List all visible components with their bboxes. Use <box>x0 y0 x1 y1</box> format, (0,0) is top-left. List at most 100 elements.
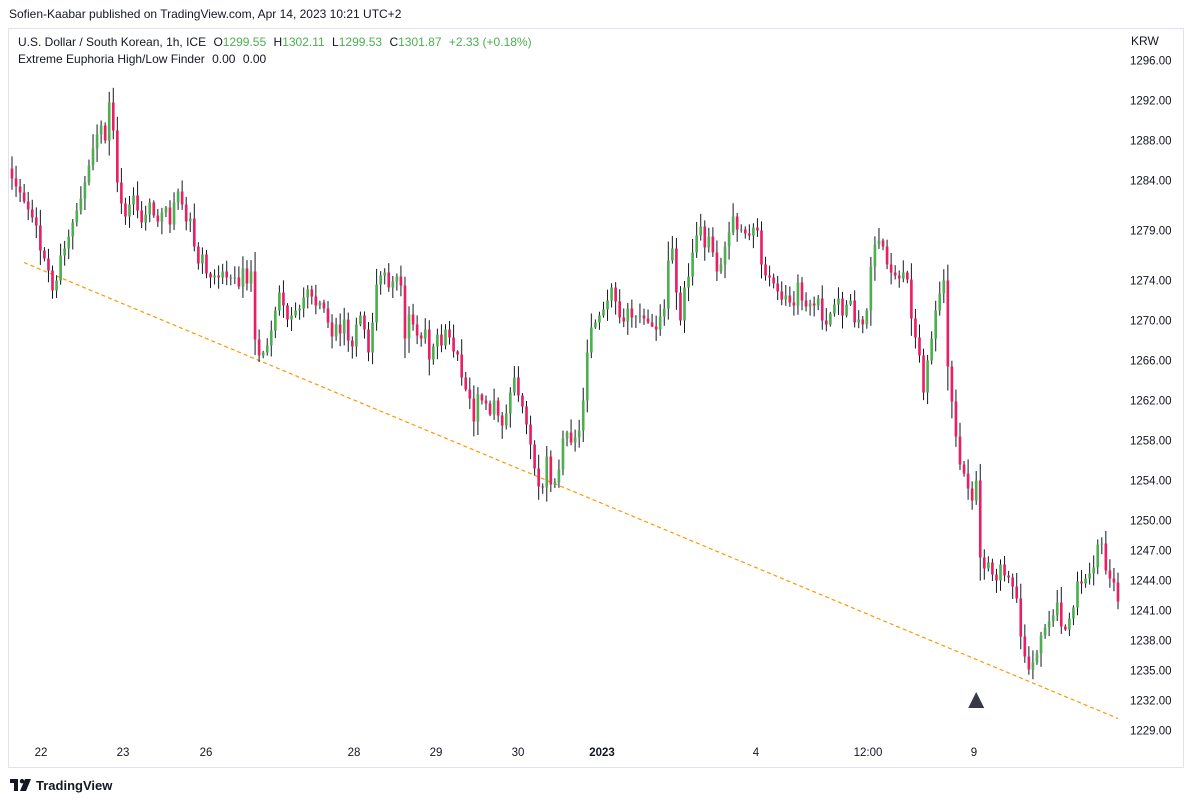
candle <box>107 91 111 156</box>
candle <box>282 280 285 318</box>
candle <box>217 265 220 289</box>
candle <box>865 308 869 329</box>
candle-body-down <box>991 562 994 575</box>
candle <box>500 412 504 439</box>
candle <box>1011 573 1014 599</box>
candle-body-down <box>26 201 30 210</box>
candle-body-down <box>346 319 350 341</box>
candle <box>484 395 488 411</box>
candle-body-up <box>379 275 382 285</box>
candle <box>1068 612 1071 636</box>
candle-body-up <box>269 330 273 346</box>
candle-body-up <box>67 236 71 249</box>
candle <box>350 336 354 359</box>
candle-body-down <box>622 317 626 322</box>
candle <box>476 387 480 436</box>
candle-body-up <box>573 437 577 443</box>
candle <box>379 271 382 295</box>
y-axis-tick-label: 1270.00 <box>1130 316 1172 328</box>
tradingview-logo-icon <box>10 779 31 791</box>
candle-body-up <box>934 310 938 339</box>
candle <box>229 274 233 286</box>
candle <box>999 559 1002 591</box>
candle-body-down <box>954 401 958 437</box>
indicator-legend[interactable]: Extreme Euphoria High/Low Finder 0.00 0.… <box>18 52 266 66</box>
candle <box>545 446 549 502</box>
candle-body-down <box>962 464 966 474</box>
candle <box>128 195 131 228</box>
candle <box>152 200 156 218</box>
candle-body-up <box>1043 627 1047 636</box>
candle-body-up <box>375 284 378 323</box>
candle-body-down <box>47 258 50 271</box>
candle <box>626 302 630 335</box>
candle <box>590 313 593 359</box>
candle <box>723 241 727 279</box>
candle <box>140 201 143 229</box>
candle-body-down <box>168 207 172 225</box>
candle-body-down <box>322 302 326 309</box>
candle-body-up <box>938 293 942 311</box>
candle <box>711 227 715 257</box>
candle <box>533 440 536 476</box>
candle <box>156 209 160 227</box>
candle-body-down <box>350 340 354 347</box>
candle <box>43 247 46 262</box>
candle-body-down <box>1019 598 1023 637</box>
candle-body-down <box>910 279 913 319</box>
candle-body-down <box>1080 581 1083 584</box>
candle-body-up <box>423 329 427 339</box>
candle-body-up <box>930 338 933 361</box>
candle-body-down <box>922 355 925 393</box>
candle-body-up <box>869 266 873 311</box>
candle-body-up <box>926 360 929 393</box>
candle-body-down <box>152 202 156 216</box>
candle-body-down <box>10 168 14 179</box>
candle-body-up <box>901 272 905 279</box>
candle <box>383 268 387 285</box>
candle <box>561 430 565 476</box>
y-axis-tick-label: 1284.00 <box>1130 176 1172 188</box>
candle-body-down <box>1104 543 1108 571</box>
candle <box>675 238 678 310</box>
candle-body-up <box>1088 573 1091 579</box>
candle <box>314 284 318 315</box>
candle <box>1055 589 1059 622</box>
symbol-legend[interactable]: U.S. Dollar / South Korean, 1h, ICE O129… <box>18 35 532 49</box>
candle <box>51 265 54 299</box>
candle-body-down <box>39 225 42 251</box>
candle <box>298 304 301 320</box>
support-trendline[interactable] <box>23 261 1119 720</box>
candle-body-down <box>480 394 484 401</box>
candle <box>338 313 342 347</box>
candle-body-down <box>885 246 889 265</box>
candle <box>492 388 496 420</box>
x-axis-tick-label: 30 <box>512 747 525 759</box>
candle-body-up <box>666 260 670 309</box>
candle <box>537 454 540 500</box>
candle-body-up <box>553 482 557 485</box>
candle <box>833 298 836 317</box>
candle <box>209 271 212 289</box>
candle-body-down <box>946 280 950 367</box>
candle <box>444 324 447 350</box>
candle <box>1047 610 1051 637</box>
tradingview-footer[interactable]: TradingView <box>10 776 112 794</box>
candle-body-down <box>853 300 856 323</box>
candle-body-up <box>201 254 204 264</box>
candle <box>974 471 978 505</box>
candle <box>893 265 897 280</box>
candle <box>930 331 933 365</box>
candle-body-down <box>1064 626 1067 630</box>
candle <box>885 239 889 270</box>
candle-body-up <box>132 195 135 205</box>
candle <box>488 400 492 417</box>
candle <box>610 283 613 308</box>
candle <box>448 320 451 345</box>
chart-frame <box>8 28 1184 768</box>
candle-body-down <box>448 329 451 338</box>
candle-body-up <box>504 413 508 426</box>
candle <box>1007 570 1010 584</box>
candle <box>642 308 646 325</box>
